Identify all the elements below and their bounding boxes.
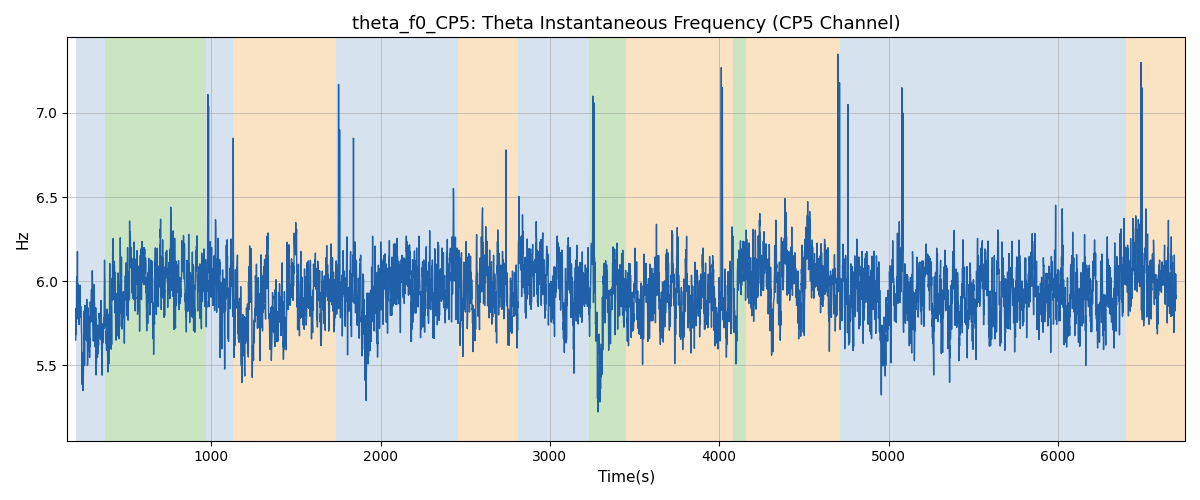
Bar — [626, 38, 733, 440]
Bar — [206, 38, 233, 440]
Bar — [589, 38, 626, 440]
Bar — [336, 38, 458, 440]
X-axis label: Time(s): Time(s) — [598, 470, 655, 485]
Bar — [517, 38, 589, 440]
Bar — [233, 38, 336, 440]
Bar — [106, 38, 206, 440]
Bar — [733, 38, 746, 440]
Bar — [458, 38, 517, 440]
Bar — [746, 38, 840, 440]
Bar — [1097, 38, 1126, 440]
Title: theta_f0_CP5: Theta Instantaneous Frequency (CP5 Channel): theta_f0_CP5: Theta Instantaneous Freque… — [352, 15, 900, 34]
Bar — [840, 38, 1097, 440]
Y-axis label: Hz: Hz — [16, 230, 30, 249]
Bar — [76, 38, 106, 440]
Bar — [1126, 38, 1184, 440]
